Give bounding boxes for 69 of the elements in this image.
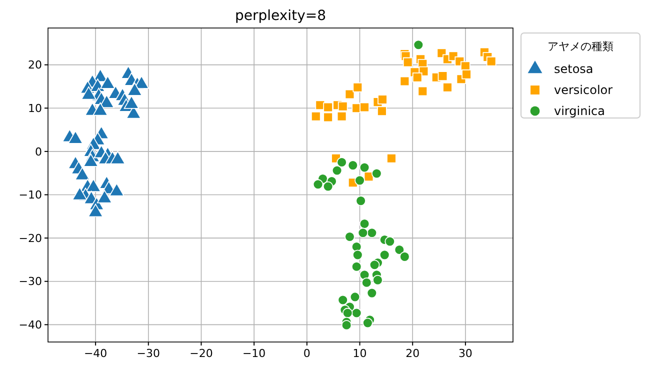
point (366, 288, 378, 298)
y-tick-label: 0 (35, 145, 42, 158)
point (332, 165, 342, 176)
point (438, 71, 448, 81)
x-tick-label: −30 (136, 347, 160, 360)
x-tick-label: 0 (303, 347, 310, 360)
point (462, 69, 472, 80)
legend-title: アヤメの種類 (548, 40, 614, 53)
point (413, 40, 424, 50)
point (400, 76, 410, 86)
point (338, 294, 348, 306)
point (372, 168, 382, 179)
point (369, 260, 380, 270)
point (386, 153, 396, 164)
point (460, 61, 470, 72)
point (350, 292, 360, 302)
point (351, 308, 362, 318)
point (352, 82, 363, 92)
point (312, 179, 324, 190)
point (344, 232, 355, 242)
point (412, 72, 422, 82)
point (341, 320, 352, 330)
point (356, 196, 366, 206)
point (358, 228, 368, 238)
point (400, 252, 410, 262)
y-tick-label: −10 (18, 188, 42, 202)
chart-title: perplexity=8 (235, 8, 326, 24)
point (322, 181, 334, 192)
point (377, 106, 387, 116)
legend-label: versicolor (554, 83, 613, 98)
point (348, 160, 358, 170)
x-tick-label: 10 (352, 347, 367, 360)
point (402, 57, 413, 68)
legend-label: virginica (554, 104, 605, 118)
point (342, 308, 353, 318)
point (366, 228, 378, 238)
point (360, 102, 370, 112)
y-tick-label: −30 (18, 275, 42, 288)
point (418, 86, 428, 96)
point (379, 250, 390, 260)
point (310, 111, 321, 122)
point (359, 162, 370, 173)
y-tick-label: 20 (28, 58, 42, 72)
point (359, 218, 370, 229)
point (362, 318, 373, 328)
x-tick-label: 30 (458, 347, 472, 360)
point (336, 157, 347, 168)
point (323, 112, 333, 122)
point (352, 250, 363, 260)
point (338, 101, 348, 112)
x-tick-label: 20 (406, 347, 420, 360)
x-tick-label: −10 (242, 347, 266, 360)
point (361, 278, 372, 288)
point (378, 94, 388, 104)
legend-label: setosa (554, 62, 594, 76)
point (384, 236, 396, 247)
y-tick-label: −20 (18, 232, 42, 245)
point (442, 82, 452, 92)
point (394, 244, 405, 255)
point (351, 261, 362, 272)
x-tick-label: −40 (84, 347, 108, 360)
point (323, 102, 333, 112)
point (486, 56, 496, 66)
point (336, 111, 347, 122)
x-tick-label: −20 (190, 347, 213, 360)
y-tick-label: 10 (28, 102, 42, 115)
point (354, 175, 365, 186)
y-tick-label: −40 (18, 318, 42, 332)
point (372, 274, 383, 286)
